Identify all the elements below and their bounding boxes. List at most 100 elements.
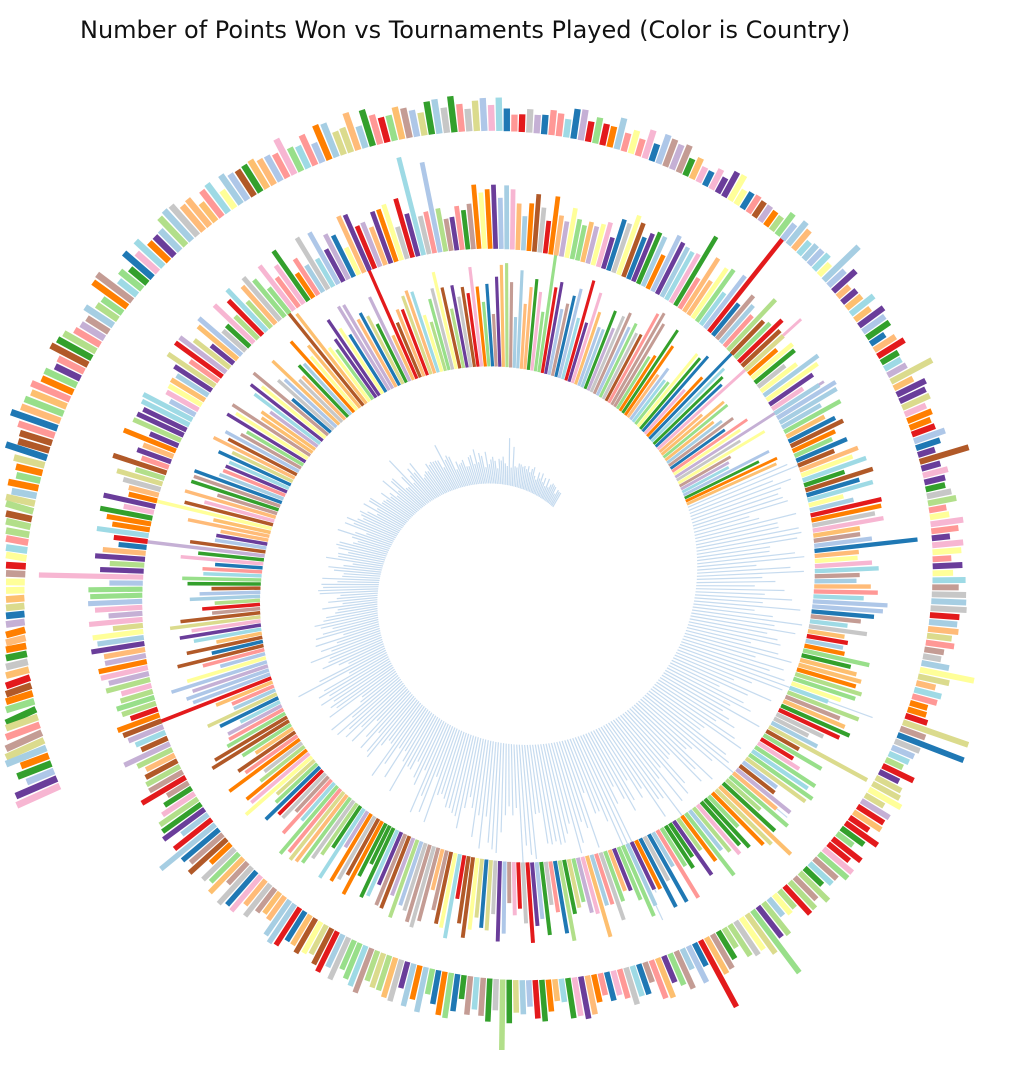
spiral-bar <box>796 667 857 689</box>
spiral-bar <box>290 913 313 947</box>
spiral-bar <box>263 154 284 183</box>
spiral-bar <box>173 364 214 393</box>
spiral-bar <box>423 728 458 823</box>
spiral-bar <box>692 609 803 626</box>
spiral-bar <box>222 468 286 497</box>
spiral-bar <box>116 278 140 298</box>
spiral-bar <box>348 333 388 393</box>
spiral-bar <box>254 726 295 755</box>
spiral-bar <box>564 280 596 381</box>
spiral-bar <box>390 837 416 897</box>
spiral-bar <box>369 824 392 865</box>
spiral-bar <box>553 215 565 256</box>
spiral-bar <box>192 672 271 705</box>
spiral-bar <box>449 308 466 369</box>
spiral-bar <box>697 556 805 568</box>
spiral-bar <box>10 408 59 432</box>
spiral-bar <box>99 505 153 521</box>
spiral-bar <box>648 143 661 162</box>
spiral-bar <box>757 204 774 224</box>
spiral-bar <box>322 640 384 670</box>
spiral-bar <box>363 503 404 527</box>
spiral-bar <box>801 653 852 669</box>
spiral-bar <box>572 737 609 822</box>
spiral-bar <box>533 114 541 134</box>
spiral-bar <box>773 383 821 416</box>
spiral-bar <box>121 700 157 718</box>
spiral-bar <box>419 161 443 253</box>
spiral-bar <box>778 386 838 425</box>
spiral-bar <box>733 321 772 360</box>
spiral-bar <box>515 203 522 250</box>
spiral-bar <box>867 786 903 811</box>
spiral-bar <box>215 680 274 707</box>
spiral-bar <box>484 451 492 484</box>
spiral-bar <box>310 634 382 664</box>
spiral-bar <box>193 469 283 505</box>
spiral-bar <box>247 158 271 190</box>
spiral-bar <box>695 526 779 546</box>
spiral-bar <box>695 803 742 856</box>
spiral-bar <box>329 658 390 697</box>
spiral-bar <box>691 612 775 627</box>
spiral-bar <box>539 979 549 1022</box>
spiral-bar <box>592 730 635 801</box>
spiral-bar <box>40 375 75 396</box>
spiral-bar <box>676 817 703 852</box>
spiral-bar <box>100 567 144 574</box>
spiral-bar <box>361 670 397 698</box>
spiral-bar <box>925 482 946 493</box>
spiral-bar <box>333 338 378 399</box>
spiral-bar <box>237 730 297 773</box>
spiral-bar <box>345 817 381 876</box>
spiral-bar <box>161 208 195 243</box>
spiral-bar <box>714 176 729 195</box>
spiral-bar <box>930 524 959 535</box>
spiral-bar <box>388 701 420 741</box>
spiral-bar <box>840 288 859 305</box>
spiral-bar <box>682 638 784 671</box>
spiral-bar <box>96 525 150 539</box>
spiral-bar <box>812 604 884 614</box>
spiral-bar <box>4 744 48 768</box>
spiral-bar <box>113 534 148 545</box>
spiral-bar <box>355 125 369 149</box>
spiral-bar <box>597 972 609 996</box>
spiral-bar <box>785 414 826 439</box>
spiral-bar <box>275 758 316 796</box>
spiral-bar <box>132 417 183 443</box>
spiral-bar <box>610 312 666 406</box>
spiral-bar <box>513 466 516 487</box>
spiral-bar <box>329 668 395 718</box>
spiral-bar <box>540 287 558 374</box>
spiral-bar <box>919 666 975 684</box>
spiral-bar <box>776 380 837 421</box>
spiral-bar <box>733 919 761 957</box>
spiral-bar <box>13 454 46 469</box>
spiral-bar <box>284 308 365 407</box>
spiral-bar <box>721 781 777 833</box>
spiral-bar <box>342 111 362 152</box>
spiral-bar <box>331 674 399 731</box>
spiral-bar <box>718 784 793 856</box>
spiral-bar <box>338 327 385 395</box>
spiral-bar <box>368 500 407 524</box>
spiral-bar <box>214 598 261 605</box>
spiral-bar <box>909 699 929 711</box>
spiral-bar <box>443 467 457 490</box>
spiral-bar <box>337 678 402 736</box>
spiral-bar <box>702 170 715 188</box>
spiral-bar <box>456 469 466 487</box>
spiral-bar <box>398 961 411 989</box>
spiral-bar <box>640 235 668 288</box>
spiral-bar <box>780 703 851 738</box>
spiral-bar <box>583 310 617 390</box>
spiral-bar <box>364 949 381 982</box>
spiral-bar <box>451 734 472 814</box>
spiral-bar <box>491 456 497 484</box>
spiral-bar <box>225 464 288 494</box>
spiral-bar <box>342 599 378 605</box>
spiral-bar <box>326 318 381 397</box>
spiral-bar <box>821 846 855 875</box>
spiral-bar <box>789 418 845 449</box>
